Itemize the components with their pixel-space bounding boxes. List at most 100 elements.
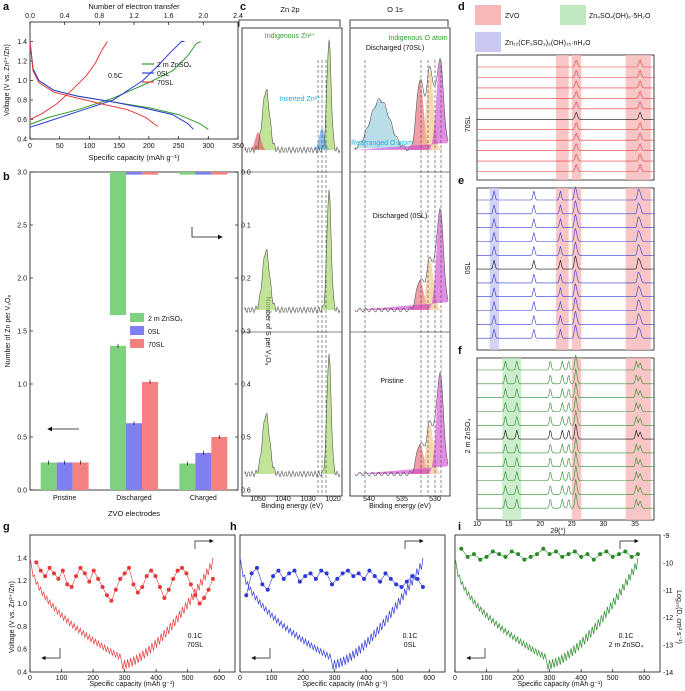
- b-sulfur-bar-discharged: [126, 172, 142, 175]
- panel-letter-g: g: [3, 521, 10, 533]
- gitt-ytick: 0.4: [17, 670, 27, 677]
- a-ytick-label: 1.2: [17, 59, 27, 66]
- xrd-trace: [477, 451, 654, 468]
- panel-h-rate: 0.1C: [403, 633, 418, 640]
- o-spectrum-line: [354, 207, 449, 313]
- b-sulfur-bar-charged: [195, 172, 212, 175]
- legend-swatch-red: [130, 339, 144, 348]
- zn2p-frame: [241, 27, 343, 497]
- gitt-xtick: 300: [544, 675, 556, 682]
- panel-b-yticks: 0.0 0.5 1.0 1.5 2.0 2.5 3.0: [17, 170, 33, 495]
- b-ytick-label: 2.0: [17, 276, 27, 283]
- xps-section-2: [244, 353, 449, 479]
- gitt-ytick: 0.8: [17, 624, 27, 631]
- b-bar-pristine: [40, 462, 57, 490]
- panel-b-ylabel: Number of Zn per V₃O₈: [5, 295, 12, 368]
- gitt-panels: 0 100 200 300 400 500 600 0.4 0.6 0.8 1.0 1.2 1.4 0 10…: [17, 533, 673, 682]
- panel-letter-e: e: [458, 175, 464, 187]
- b-sulfur-bar-discharged: [142, 172, 158, 175]
- zn-peak-inserted-a: [250, 132, 270, 150]
- zn-xtick: 1040: [275, 496, 291, 503]
- gitt-frame-1: [239, 534, 446, 673]
- panel-a: a Number of electron transfer 0.0 0.4 0.8 1…: [3, 1, 244, 162]
- legend-znso: Zn₄SO₄(OH)₆·5H₂O: [589, 13, 651, 20]
- gitt-xtick: 500: [392, 675, 404, 682]
- a-xtick-label: 0: [28, 143, 32, 150]
- gitt-left-arrow: [41, 648, 61, 661]
- panel-letter-i: i: [458, 521, 461, 533]
- xrd-xtick: 15: [505, 521, 513, 528]
- panel-letter-h: h: [230, 521, 237, 533]
- xrd-trace: [477, 163, 654, 172]
- panel-g-electrolyte: 70SL: [187, 642, 203, 649]
- xrd-trace: [477, 121, 654, 130]
- gitt-right-arrow: [404, 538, 424, 549]
- row-label-70sl: 70SL: [465, 116, 472, 132]
- annot-rearranged-o: Rearranged O atom: [351, 140, 413, 147]
- xrd-trace: [477, 282, 654, 297]
- panels-ghi: g h i 0 100 200 300 400 500 6000.40.60.81.01.2…: [3, 521, 682, 688]
- legend-zncf: Zn₁₂(CF₃SO₃)₉(OH)₁₅·nH₂O: [505, 40, 591, 47]
- panel-a-yticks: 0.4 0.6 0.8 1.0 1.2 1.4: [17, 39, 33, 144]
- xrd-trace: [477, 80, 654, 89]
- panel-h-xlabel: Specific capacity (mAh g⁻¹): [303, 681, 388, 688]
- gitt-xtick: 300: [119, 675, 131, 682]
- gitt-ytick: 1.2: [17, 578, 27, 585]
- xrd-trace: [477, 59, 654, 68]
- panel-c: c Zn 2p O 1s 1050 1040 1030 1020 540 535 530 B…: [238, 1, 451, 510]
- b-bar-charged: [179, 463, 196, 490]
- xrd-xtick: 30: [600, 521, 608, 528]
- xrd-trace: [477, 396, 654, 412]
- gitt-xtick: 200: [87, 675, 99, 682]
- a-top-tick-label: 0.4: [60, 13, 70, 20]
- gitt-right-ytick: -12: [663, 615, 673, 622]
- panel-letter-d: d: [458, 1, 465, 13]
- section-label-0sl: Discharged (0SL): [373, 213, 427, 220]
- diffusion-point: [635, 552, 640, 557]
- xrd-legend: ZVO Zn₄SO₄(OH)₆·5H₂O Zn₁₂(CF₃SO₃)₉(OH)₁₅…: [475, 5, 651, 52]
- gitt-left-arrow: [466, 648, 486, 661]
- xrd-xtick: 20: [536, 521, 544, 528]
- legend-label-0sl: 0SL: [157, 71, 170, 78]
- panel-h-electrolyte: 0SL: [404, 642, 417, 649]
- xps-section-0: [244, 39, 449, 155]
- legend-swatch-green: [130, 313, 144, 322]
- panel-b-bars: [40, 172, 228, 490]
- b-bar-pristine: [72, 462, 89, 490]
- o-xtick: 530: [429, 496, 441, 503]
- gitt-xtick: 600: [638, 675, 650, 682]
- xrd-xtick: 10: [473, 521, 481, 528]
- panel-a-top-ticks: 0.0 0.4 0.8 1.2 1.6 2.0 2.4: [25, 13, 243, 25]
- b-sulfur-bar-charged: [179, 172, 196, 175]
- panel-g-ylabel: Voltage (V vs. Zn²⁺/Zn): [9, 581, 16, 653]
- o-peak-2: [355, 70, 448, 150]
- section-label-70sl: Discharged (70SL): [366, 45, 424, 52]
- panel-letter-f: f: [458, 345, 462, 357]
- b-ytick-label: 3.0: [17, 170, 27, 177]
- xrd-trace: [477, 69, 654, 78]
- gitt-voltage-curve: [454, 557, 639, 670]
- xrd-trace: [477, 241, 654, 256]
- b-right-ytick-label: 0.5: [241, 435, 251, 442]
- zn-peak-low: [250, 250, 290, 310]
- xrd-trace: [477, 493, 654, 509]
- panel-b-categories: Pristine Discharged Charged: [53, 495, 217, 502]
- xrd-band: [556, 55, 569, 180]
- gitt-ytick: 0.6: [17, 647, 27, 654]
- b-right-ytick-label: 0.6: [241, 488, 251, 495]
- gitt-xtick: 200: [512, 675, 524, 682]
- xrd-band: [489, 188, 500, 350]
- legend-swatch-blue: [130, 326, 144, 335]
- a-xtick-label: 150: [113, 143, 125, 150]
- xrd-trace: [477, 437, 654, 454]
- a-xtick-label: 350: [232, 143, 244, 150]
- xrd-xtick: 35: [631, 521, 639, 528]
- panel-g-xlabel: Specific capacity (mAh g⁻¹): [90, 681, 175, 688]
- zn2p-bracket: [238, 19, 341, 27]
- xrd-trace: [477, 101, 654, 110]
- gitt-xtick: 400: [575, 675, 587, 682]
- panel-i-xlabel: Specific capacity (mAh g⁻¹): [518, 681, 603, 688]
- a-charge-curve: [29, 41, 201, 125]
- gitt-frame-2: [454, 534, 661, 673]
